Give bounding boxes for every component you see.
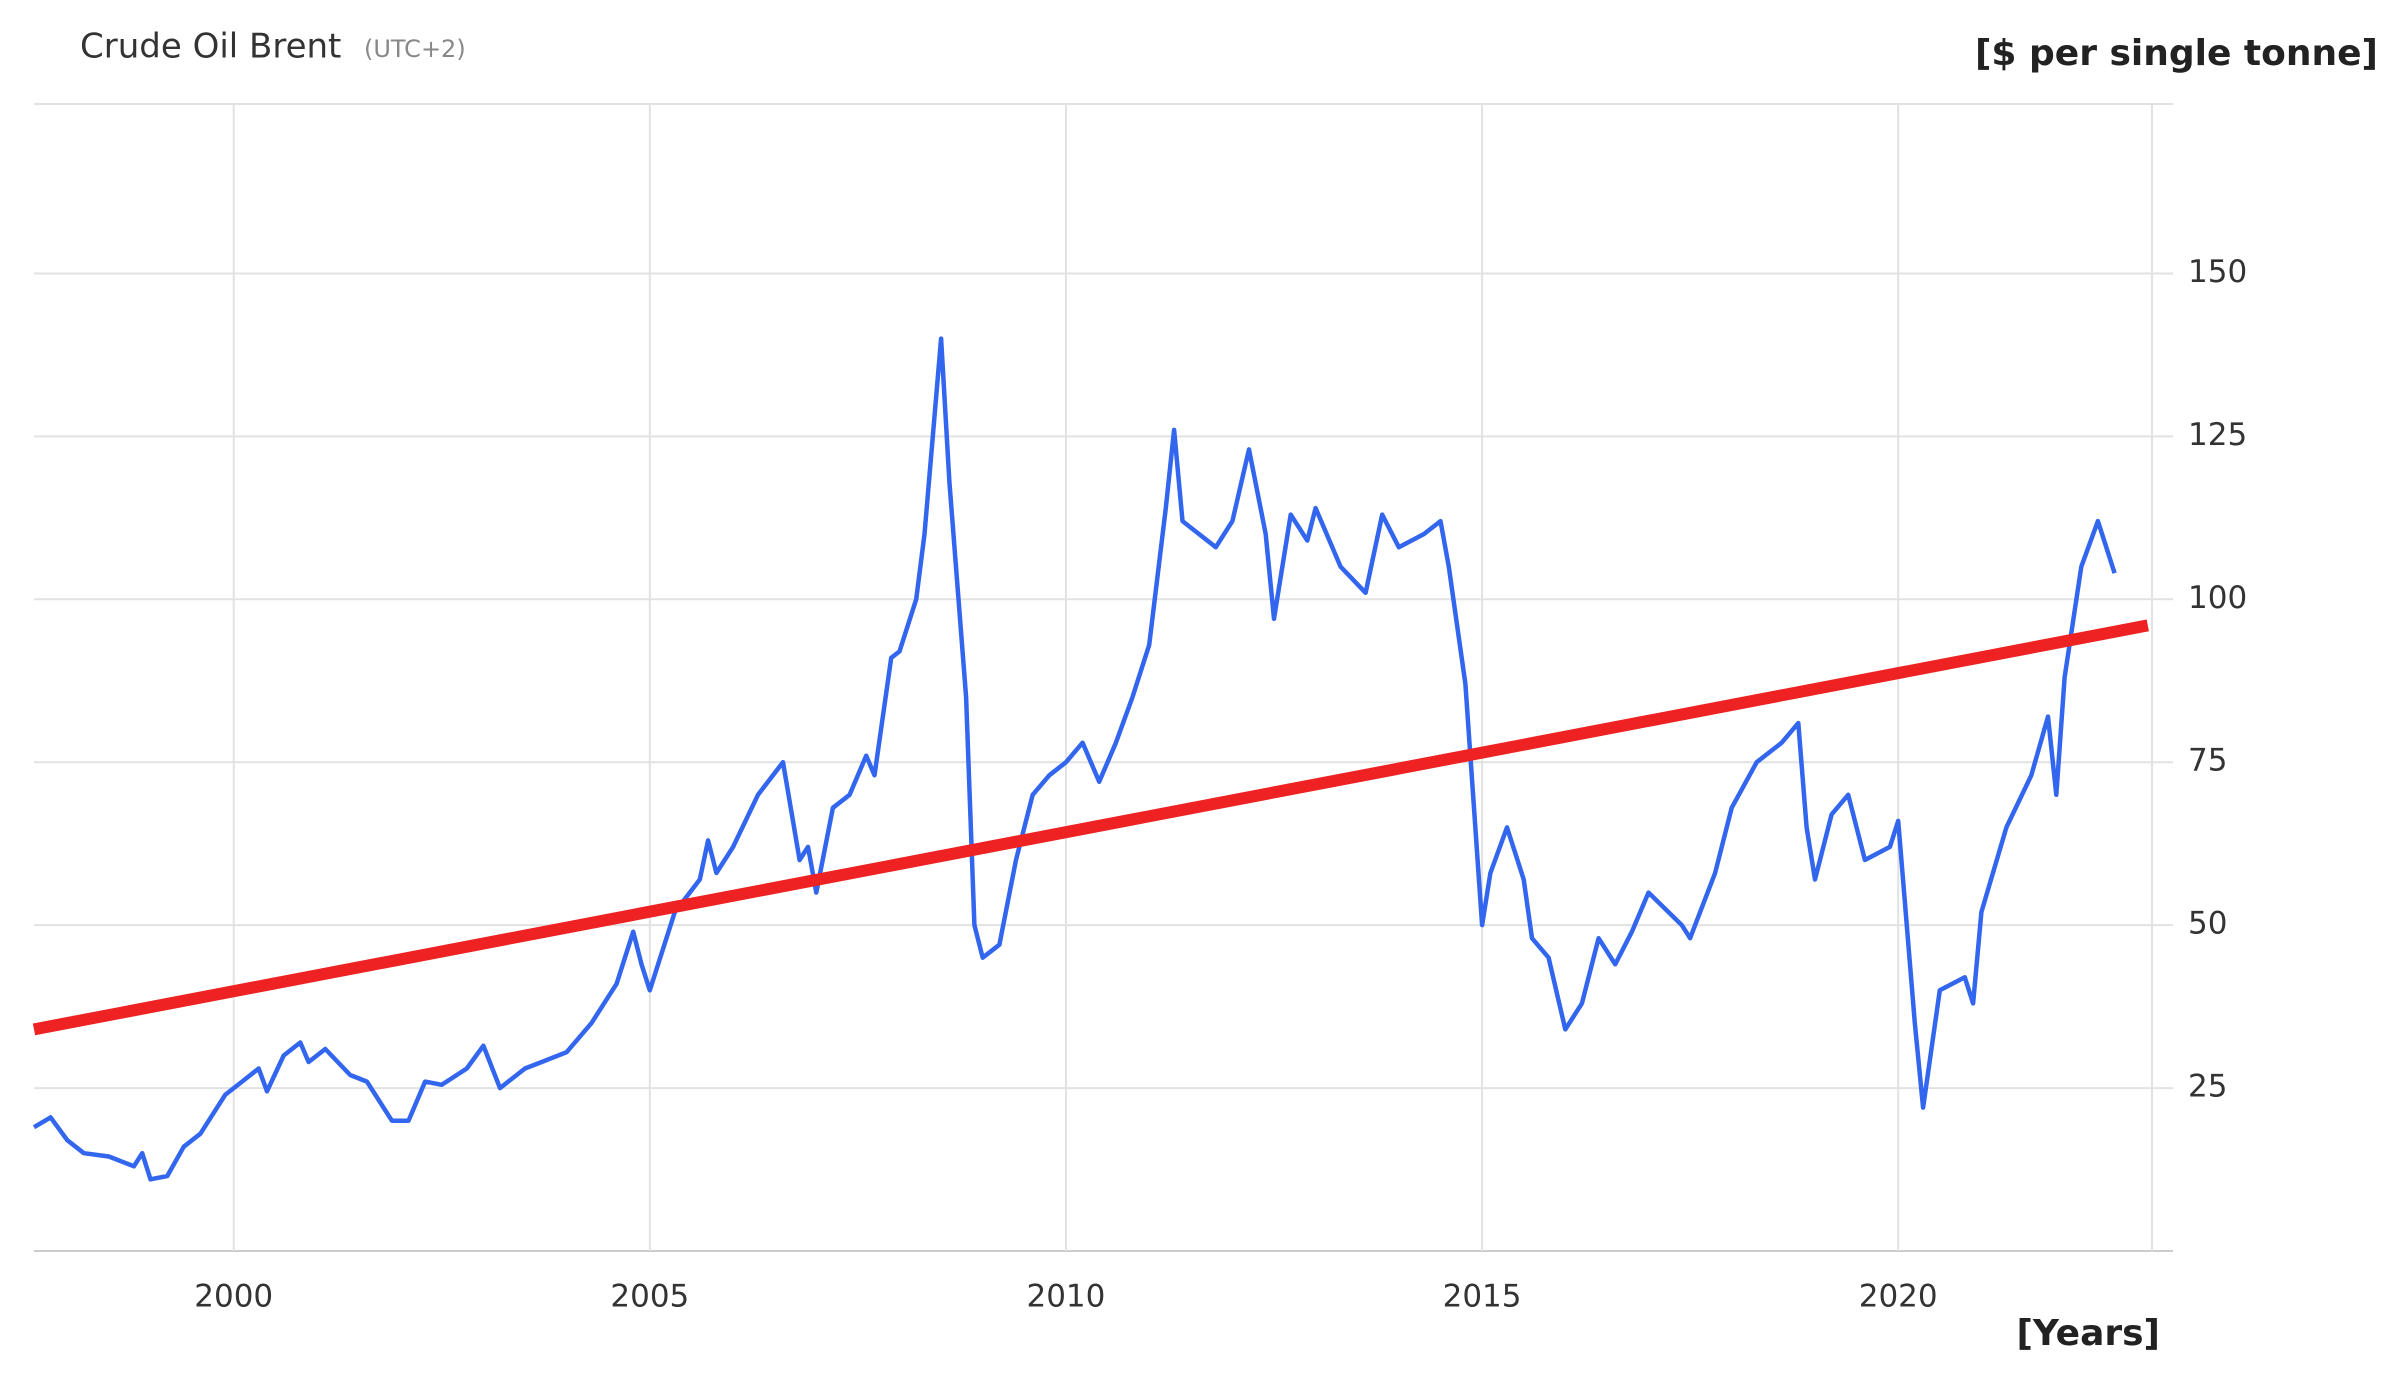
- y-tick-label: 150: [2188, 254, 2247, 290]
- x-tick-label: 2010: [1026, 1279, 1105, 1315]
- chart-subtitle: (UTC+2): [364, 35, 466, 63]
- trend-line: [32, 619, 2149, 1036]
- x-tick-label: 2000: [194, 1279, 273, 1315]
- y-axis-label: [$ per single tonne]: [1975, 33, 2378, 74]
- x-tick-label: 2005: [610, 1279, 689, 1315]
- chart-title: Crude Oil Brent: [80, 27, 341, 67]
- y-tick-label: 100: [2188, 580, 2247, 616]
- y-tick-label: 50: [2188, 906, 2227, 942]
- x-axis-label: [Years]: [2016, 1313, 2160, 1354]
- x-tick-label: 2020: [1859, 1279, 1938, 1315]
- price-line: [32, 336, 2117, 1182]
- y-tick-label: 25: [2188, 1069, 2227, 1105]
- y-tick-label: 125: [2188, 417, 2247, 453]
- y-tick-label: 75: [2188, 743, 2227, 779]
- x-tick-label: 2015: [1443, 1279, 1522, 1315]
